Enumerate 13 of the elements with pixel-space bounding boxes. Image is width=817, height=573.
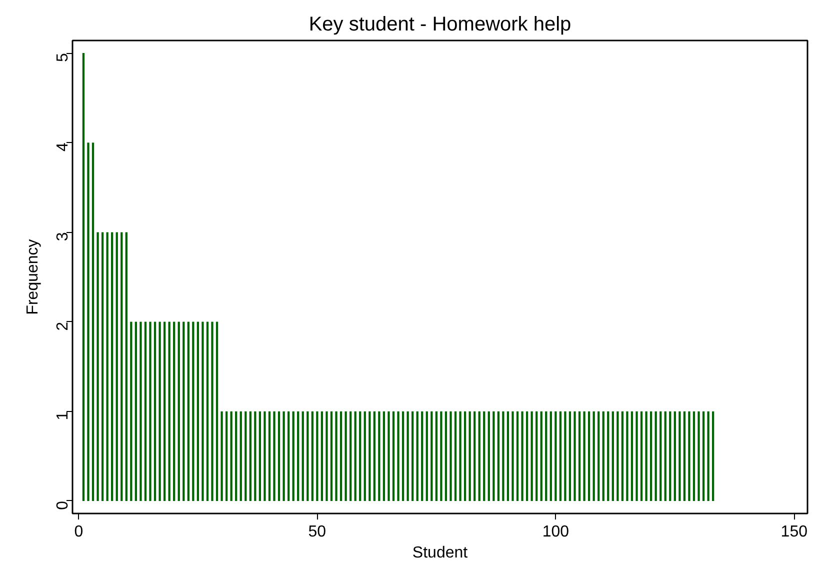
y-tick-label: 4 bbox=[54, 142, 72, 152]
y-axis-title: Frequency bbox=[24, 239, 42, 315]
chart-title: Key student - Homework help bbox=[308, 14, 572, 36]
x-axis-title: Student bbox=[412, 544, 468, 562]
y-tick-label: 0 bbox=[54, 500, 72, 510]
x-tick-label: 150 bbox=[780, 524, 808, 540]
y-tick-label: 3 bbox=[54, 232, 72, 242]
y-tick-label: 5 bbox=[54, 52, 72, 62]
x-tick-label: 0 bbox=[74, 524, 84, 540]
y-tick-label: 2 bbox=[54, 322, 72, 331]
y-tick-label: 1 bbox=[54, 411, 72, 420]
x-tick-label: 100 bbox=[542, 524, 570, 540]
x-tick-label: 50 bbox=[308, 524, 326, 540]
